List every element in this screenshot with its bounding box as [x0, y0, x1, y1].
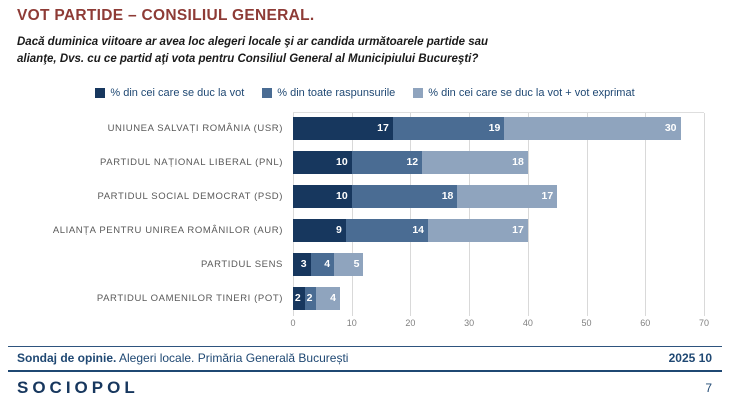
legend-label: % din cei care se duc la vot	[110, 87, 245, 99]
survey-question-line2: alianţe, Dvs. cu ce partid aţi vota pent…	[17, 52, 479, 65]
chart-row: PARTIDUL SOCIAL DEMOCRAT (PSD) 10 18 17	[10, 179, 720, 213]
page-title: VOT PARTIDE – CONSILIUL GENERAL.	[17, 7, 315, 24]
data-label: 17	[512, 224, 524, 236]
bar-segment: 3	[293, 252, 311, 276]
data-label: 2	[294, 292, 301, 304]
category-label: ALIANȚA PENTRU UNIREA ROMÂNILOR (AUR)	[52, 224, 283, 236]
bar-segment: 18	[422, 150, 528, 174]
footer: Sondaj de opinie. Alegeri locale. Primăr…	[17, 351, 712, 365]
gridline	[527, 113, 529, 316]
logo-row: SOCIOPOL 7	[17, 378, 712, 398]
bar-segment: 2	[304, 286, 317, 310]
chart-row: PARTIDUL SENS 3 4 5	[10, 247, 720, 281]
stacked-bar: 17 19 30	[293, 116, 704, 140]
grid-layer	[293, 112, 705, 316]
legend-swatch-icon	[262, 88, 273, 98]
bar-segment: 12	[351, 150, 423, 174]
legend-label: % din toate raspunsurile	[277, 87, 396, 99]
x-axis-tick-label: 0	[290, 318, 296, 328]
data-label: 10	[336, 156, 348, 168]
category-label: PARTIDUL SOCIAL DEMOCRAT (PSD)	[97, 190, 283, 202]
chart-row: PARTIDUL NAȚIONAL LIBERAL (PNL) 10 12 18	[10, 145, 720, 179]
x-axis: 0 10 20 30 40 50 60 70	[290, 315, 709, 331]
x-axis-tick-label: 10	[346, 318, 357, 328]
survey-question-line1: Dacă duminica viitoare ar avea loc alege…	[17, 36, 489, 48]
bar-segment: 10	[293, 184, 352, 208]
data-label: 12	[406, 156, 419, 168]
legend-item: % din toate raspunsurile	[262, 87, 395, 99]
x-axis-tick-label: 40	[522, 318, 533, 328]
bar-segment: 14	[345, 218, 429, 242]
bar-segment: 17	[428, 218, 528, 242]
stacked-bar: 10 12 18	[293, 150, 704, 174]
category-label: PARTIDUL SENS	[200, 258, 283, 270]
legend-swatch-icon	[413, 88, 424, 98]
survey-question: Dacă duminica viitoare ar avea loc alege…	[17, 34, 537, 67]
chart-row: UNIUNEA SALVAȚI ROMÂNIA (USR) 17 19 30	[10, 111, 720, 145]
bar-segment: 18	[351, 184, 458, 208]
page-number: 7	[705, 381, 712, 395]
bar-chart: UNIUNEA SALVAȚI ROMÂNIA (USR) 17 19 30 PARTI…	[10, 111, 720, 331]
legend-swatch-icon	[95, 88, 106, 98]
x-axis-tick-label: 30	[464, 318, 475, 328]
bar-segment: 5	[334, 252, 364, 276]
x-axis-tick-label: 60	[640, 318, 651, 328]
category-label: UNIUNEA SALVAȚI ROMÂNIA (USR)	[107, 122, 283, 134]
footer-source-rest: Alegeri locale. Primăria Generală Bucure…	[116, 351, 349, 365]
legend-item: % din cei care se duc la vot	[95, 87, 244, 99]
legend-item: % din cei care se duc la vot + vot expri…	[413, 87, 635, 99]
bar-segment: 30	[504, 116, 681, 140]
bar-segment: 10	[293, 150, 352, 174]
data-label: 18	[441, 190, 454, 202]
stacked-bar: 3 4 5	[293, 252, 704, 276]
chart-row: PARTIDUL OAMENILOR TINERI (POT) 2 2 4	[10, 281, 720, 315]
data-label: 18	[512, 156, 524, 168]
footer-source: Sondaj de opinie. Alegeri locale. Primăr…	[17, 351, 348, 365]
data-label: 4	[324, 258, 331, 270]
gridline	[293, 113, 294, 316]
gridline	[645, 113, 647, 316]
data-label: 3	[300, 258, 307, 270]
gridline	[586, 113, 588, 316]
data-label: 17	[377, 122, 389, 134]
footer-source-bold: Sondaj de opinie.	[17, 351, 117, 365]
category-label: PARTIDUL OAMENILOR TINERI (POT)	[96, 292, 283, 304]
footer-date: 2025 10	[668, 351, 712, 365]
bar-segment: 2	[293, 286, 305, 310]
gridline	[704, 113, 705, 316]
x-axis-tick-label: 20	[405, 318, 416, 328]
data-label: 4	[330, 292, 336, 304]
legend: % din cei care se duc la vot % din toate …	[0, 87, 730, 99]
data-label: 5	[353, 258, 360, 270]
data-label: 9	[335, 224, 342, 236]
bar-segment: 19	[392, 116, 505, 140]
bar-segment: 4	[310, 252, 335, 276]
chart-rows: UNIUNEA SALVAȚI ROMÂNIA (USR) 17 19 30 PARTI…	[10, 111, 720, 315]
x-axis-tick-label: 50	[581, 318, 592, 328]
gridline	[351, 113, 353, 316]
x-axis-tick-label: 70	[698, 318, 710, 328]
data-label: 2	[306, 292, 313, 304]
data-label: 10	[336, 190, 348, 202]
gridline	[469, 113, 471, 316]
footer-divider-bottom	[8, 370, 722, 372]
gridline	[410, 113, 412, 316]
data-label: 17	[541, 190, 554, 202]
legend-label: % din cei care se duc la vot + vot expri…	[428, 87, 635, 99]
data-label: 19	[488, 122, 501, 134]
bar-segment: 4	[316, 286, 340, 310]
sociopol-logo: SOCIOPOL	[17, 378, 139, 397]
stacked-bar: 9 14 17	[293, 218, 704, 242]
bar-segment: 17	[457, 184, 558, 208]
bar-segment: 9	[293, 218, 346, 242]
data-label: 14	[412, 224, 425, 236]
bar-segment: 17	[293, 116, 393, 140]
category-label: PARTIDUL NAȚIONAL LIBERAL (PNL)	[100, 156, 283, 168]
chart-row: ALIANȚA PENTRU UNIREA ROMÂNILOR (AUR) 9 14…	[10, 213, 720, 247]
data-label: 30	[664, 122, 677, 134]
footer-divider-top	[8, 346, 722, 347]
stacked-bar: 10 18 17	[293, 184, 704, 208]
